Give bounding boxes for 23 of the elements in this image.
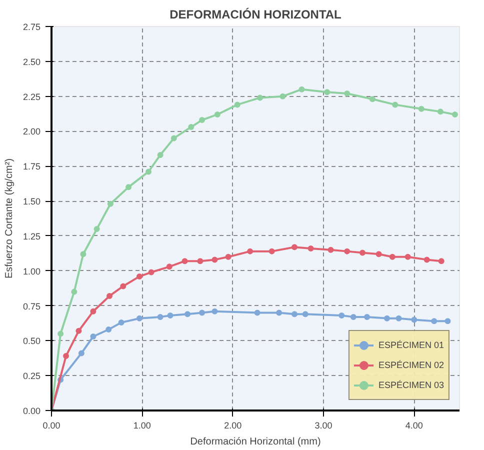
- x-tick-label: 3.00: [314, 420, 332, 430]
- x-tick-label: 4.00: [405, 420, 423, 430]
- y-tick-label: 1.50: [22, 196, 41, 207]
- y-tick-label: 1.25: [22, 231, 41, 242]
- x-tick-label: 2.00: [224, 420, 242, 430]
- y-tick-label: 0.50: [22, 336, 41, 346]
- legend-label: ESPÉCIMEN 03: [378, 380, 444, 390]
- y-tick-label: 2.00: [22, 126, 41, 137]
- y-tick-label: 0.75: [22, 301, 41, 312]
- y-tick-label: 2.25: [22, 92, 41, 102]
- x-tick-label: 0.00: [42, 420, 60, 430]
- x-axis-title: Deformación Horizontal (mm): [190, 436, 321, 448]
- y-tick-label: 0.00: [22, 406, 41, 416]
- y-tick-label: 2.50: [22, 56, 41, 67]
- chart-title: DEFORMACIÓN HORIZONTAL: [170, 8, 342, 22]
- y-tick-label: 0.25: [22, 371, 41, 382]
- y-tick-label: 2.75: [22, 22, 41, 32]
- y-tick-label: 1.00: [22, 266, 41, 276]
- legend-label: ESPÉCIMEN 02: [378, 360, 444, 370]
- y-axis-title: Esfuerzo Cortante (kg/cm²): [4, 158, 15, 279]
- y-tick-label: 1.75: [22, 162, 41, 172]
- legend-label: ESPÉCIMEN 01: [378, 340, 444, 350]
- x-tick-label: 1.00: [133, 420, 151, 430]
